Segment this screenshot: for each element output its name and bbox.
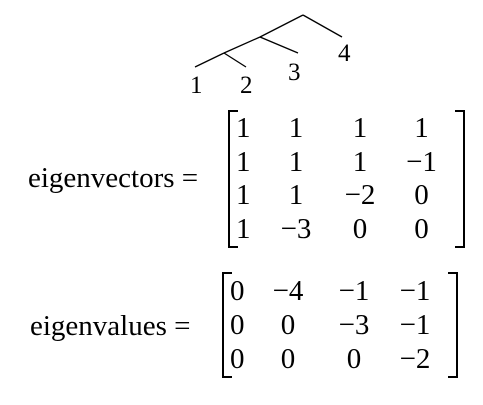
eigenvectors-cell-r2-c1: 1 [236,145,251,178]
tree-leaf-2: 2 [240,72,253,99]
tree-edge-low-leaf-1 [194,52,225,68]
eigenvectors-cell-r4-c2: −3 [280,212,312,245]
eigenvectors-label: eigenvectors = [28,162,198,195]
tree-edge-root-left [259,14,304,38]
eigenvectors-cell-r1-c4: 1 [414,112,429,145]
eigenvalues-cell-r2-c4: −1 [399,308,431,341]
binary-tree-diagram: 1 2 3 4 [190,14,351,99]
eigenvalues-cell-r3-c4: −2 [399,342,431,375]
tree-edge-low-leaf-2 [223,52,247,68]
tree-leaf-1: 1 [190,72,203,99]
eigenvalues-cell-r1-c1: 0 [230,274,245,307]
eigenvectors-cell-r2-c4: −1 [406,145,437,178]
eigenvalues-label-text: eigenvalues [30,310,167,342]
tree-edge-mid-left [223,36,261,54]
tree-leaf-4: 4 [338,40,351,67]
eigenvalues-cell-r2-c2: 0 [280,308,296,341]
eigenvectors-cell-r3-c4: 0 [414,179,429,212]
eigenvalues-cell-r1-c3: −1 [338,274,370,307]
eigenvectors-cell-r4-c3: 0 [352,212,368,245]
eigenvalues-right-bracket [448,272,458,378]
eigenvectors-cell-r2-c3: 1 [352,145,368,178]
eigenvectors-matrix: 1 1 1 1 1 1 1 −1 1 1 −2 0 1 −3 0 0 [236,112,451,246]
eigenvalues-matrix: 0 −4 −1 −1 0 0 −3 −1 0 0 0 −2 [230,274,444,376]
eigenvectors-cell-r4-c1: 1 [236,212,251,245]
eigenvectors-cell-r3-c1: 1 [236,179,251,212]
eigenvalues-left-bracket [222,272,232,378]
eigenvectors-equals-sign: = [181,162,199,194]
eigenvectors-cell-r1-c2: 1 [288,112,304,145]
eigenvalues-cell-r1-c4: −1 [399,274,431,307]
eigenvectors-left-bracket [228,110,238,248]
eigenvalues-cell-r3-c3: 0 [346,342,362,375]
eigenvectors-label-text: eigenvectors [28,162,175,194]
eigenvectors-cell-r2-c2: 1 [288,145,304,178]
eigenvalues-cell-r2-c3: −3 [338,308,370,341]
eigenvectors-cell-r4-c4: 0 [414,212,429,245]
eigenvectors-cell-r3-c2: 1 [288,179,304,212]
tree-edge-mid-leaf-3 [259,36,299,54]
eigenvalues-cell-r1-c2: −4 [272,274,304,307]
tree-leaf-3: 3 [288,59,301,86]
eigenvectors-cell-r1-c1: 1 [236,112,251,145]
eigenvalues-equals-sign: = [174,310,191,342]
eigenvalues-cell-r3-c1: 0 [230,342,245,375]
tree-edge-root-leaf-4 [302,14,343,38]
eigenvalues-label: eigenvalues = [30,310,191,343]
eigenvectors-right-bracket [455,110,465,248]
eigenvectors-cell-r1-c3: 1 [352,112,368,145]
eigenvalues-cell-r2-c1: 0 [230,308,245,341]
eigenvalues-cell-r3-c2: 0 [280,342,296,375]
eigenvectors-cell-r3-c3: −2 [344,179,376,212]
